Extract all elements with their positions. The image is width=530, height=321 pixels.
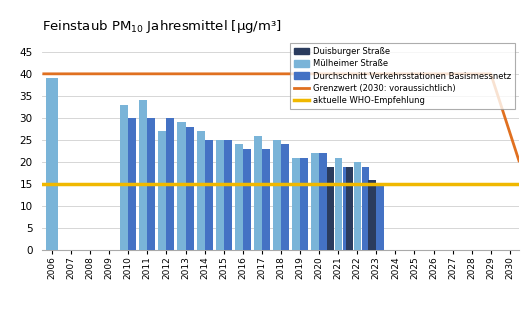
Bar bbox=[147, 118, 155, 250]
Bar bbox=[311, 153, 319, 250]
Text: Feinstaub PM$_{10}$ Jahresmittel [μg/m³]: Feinstaub PM$_{10}$ Jahresmittel [μg/m³] bbox=[42, 18, 282, 35]
Bar bbox=[158, 131, 166, 250]
Bar bbox=[186, 127, 193, 250]
Bar bbox=[376, 184, 384, 250]
Bar bbox=[326, 167, 333, 250]
Bar bbox=[362, 167, 369, 250]
Bar bbox=[300, 158, 308, 250]
Bar bbox=[343, 167, 350, 250]
Bar bbox=[243, 149, 251, 250]
Bar bbox=[166, 118, 174, 250]
Bar bbox=[281, 144, 289, 250]
Bar bbox=[139, 100, 147, 250]
Bar bbox=[319, 153, 327, 250]
Bar bbox=[346, 167, 352, 250]
Bar bbox=[224, 140, 232, 250]
Bar bbox=[368, 180, 376, 250]
Bar bbox=[128, 118, 136, 250]
Bar bbox=[235, 144, 243, 250]
Bar bbox=[273, 140, 281, 250]
Bar bbox=[262, 149, 270, 250]
Bar bbox=[216, 140, 224, 250]
Bar bbox=[178, 122, 186, 250]
Bar bbox=[292, 158, 300, 250]
Legend: Duisburger Straße, Mülheimer Straße, Durchschnitt Verkehrsstationen Basismessnet: Duisburger Straße, Mülheimer Straße, Dur… bbox=[289, 43, 515, 109]
Bar bbox=[354, 162, 360, 250]
Bar bbox=[205, 140, 213, 250]
Bar bbox=[254, 135, 262, 250]
Bar bbox=[46, 78, 58, 250]
Bar bbox=[335, 158, 341, 250]
Bar bbox=[197, 131, 205, 250]
Bar bbox=[120, 105, 128, 250]
